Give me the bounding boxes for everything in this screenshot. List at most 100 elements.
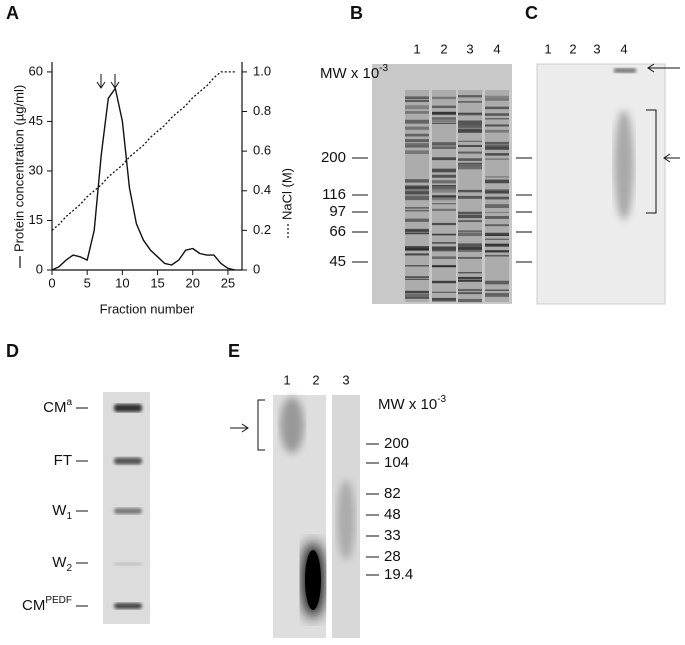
- gel-band: [405, 143, 429, 145]
- y-axis-label: Protein concentration (µg/ml): [11, 85, 26, 252]
- gel-band: [458, 162, 482, 164]
- panel-label: B: [350, 3, 363, 23]
- y-tick-label: 0: [36, 261, 43, 276]
- gel-band: [485, 145, 509, 150]
- gel-smear: [280, 397, 304, 453]
- y2-tick-label: 0.2: [253, 222, 271, 237]
- gel-band: [432, 188, 456, 193]
- mw-marker: 66: [329, 223, 346, 240]
- gel-band: [485, 244, 509, 247]
- gel-band: [458, 277, 482, 279]
- mw-text: MW x 10: [378, 396, 437, 413]
- gel-band: [485, 232, 509, 236]
- gel-band: [405, 105, 429, 110]
- gel-band: [405, 265, 429, 267]
- gel-band: [432, 174, 456, 178]
- row-label: CMPEDF: [22, 595, 72, 614]
- gel-band: [458, 113, 482, 116]
- lane-label: 1: [283, 372, 290, 387]
- gel-band: [405, 195, 429, 197]
- x-tick-label: 20: [186, 275, 200, 290]
- mw-marker: 45: [329, 253, 346, 270]
- gel-band: [405, 133, 429, 137]
- gel-band: [485, 124, 509, 127]
- gel-band: [405, 293, 429, 298]
- gel-band: [458, 211, 482, 215]
- gel-band: [432, 248, 456, 252]
- mw-marker: 104: [384, 454, 409, 471]
- bracket: [257, 399, 265, 451]
- gel-band: [485, 141, 509, 145]
- gel-blob: [305, 550, 321, 610]
- gel-band: [485, 289, 509, 291]
- mw-marker: 116: [322, 186, 346, 203]
- row-sub: 2: [66, 563, 72, 574]
- gel-band: [485, 196, 509, 200]
- lane-label: 3: [342, 372, 349, 387]
- gel-band: [458, 232, 482, 237]
- row-text: W: [52, 502, 67, 519]
- mw-title: MW x 10-3: [320, 63, 389, 82]
- gel-band: [458, 256, 482, 259]
- mw-marker: 33: [384, 527, 401, 544]
- arrow: [663, 153, 680, 163]
- gel-band: [485, 179, 509, 184]
- gel-band: [405, 179, 429, 183]
- row-text: CM: [43, 399, 66, 416]
- gel-band: [405, 185, 429, 190]
- mw-marker: 28: [384, 548, 401, 565]
- gel-band: [432, 96, 456, 100]
- y-tick-label: 45: [29, 113, 43, 128]
- row-label: W2: [52, 554, 72, 574]
- lane-label: 2: [440, 41, 447, 56]
- gel-band: [114, 457, 142, 465]
- gel-band: [458, 298, 482, 303]
- row-text: FT: [54, 452, 72, 469]
- panel-label: E: [228, 341, 240, 361]
- x-tick-label: 25: [221, 275, 235, 290]
- gel-band: [432, 146, 456, 149]
- gel-band: [614, 68, 636, 73]
- gel-band: [432, 241, 456, 244]
- mw-marker: 48: [384, 506, 401, 523]
- gel-band: [485, 224, 509, 227]
- panel-label: D: [6, 341, 19, 361]
- mw-exponent: -3: [379, 63, 388, 74]
- mw-marker: 200: [384, 435, 409, 452]
- gel-band: [458, 220, 482, 223]
- gel-band: [458, 100, 482, 103]
- gel-band: [432, 112, 456, 115]
- mw-marker: 19.4: [384, 566, 413, 583]
- arrow: [230, 423, 249, 433]
- gel-band: [405, 99, 429, 103]
- gel-band: [485, 113, 509, 116]
- lane-label: 1: [413, 41, 420, 56]
- gel-band: [458, 163, 482, 167]
- gel-band: [114, 603, 142, 609]
- mw-text: MW x 10: [320, 65, 379, 82]
- gel-band: [405, 228, 429, 231]
- gel-band: [458, 230, 482, 232]
- gel-band: [405, 111, 429, 114]
- gel-band: [458, 120, 482, 124]
- gel-band: [114, 508, 142, 514]
- gel-band: [405, 278, 429, 280]
- gel-band: [432, 157, 456, 161]
- gel-band: [458, 144, 482, 148]
- gel-band: [485, 293, 509, 297]
- y2-tick-label: 0.4: [253, 182, 271, 197]
- x-tick-label: 15: [150, 275, 164, 290]
- gel-smear: [337, 480, 355, 560]
- gel-band: [432, 256, 456, 260]
- x-tick-label: 0: [48, 275, 55, 290]
- gel-band: [405, 96, 429, 100]
- gel-band: [485, 129, 509, 133]
- row-sup: a: [66, 397, 72, 408]
- gel-band: [458, 243, 482, 248]
- peak-arrows: [96, 74, 120, 89]
- gel-band: [458, 129, 482, 133]
- y2-tick-label: 0.6: [253, 143, 271, 158]
- gel-band: [485, 95, 509, 99]
- gel-band: [485, 238, 509, 240]
- gel-band: [485, 211, 509, 213]
